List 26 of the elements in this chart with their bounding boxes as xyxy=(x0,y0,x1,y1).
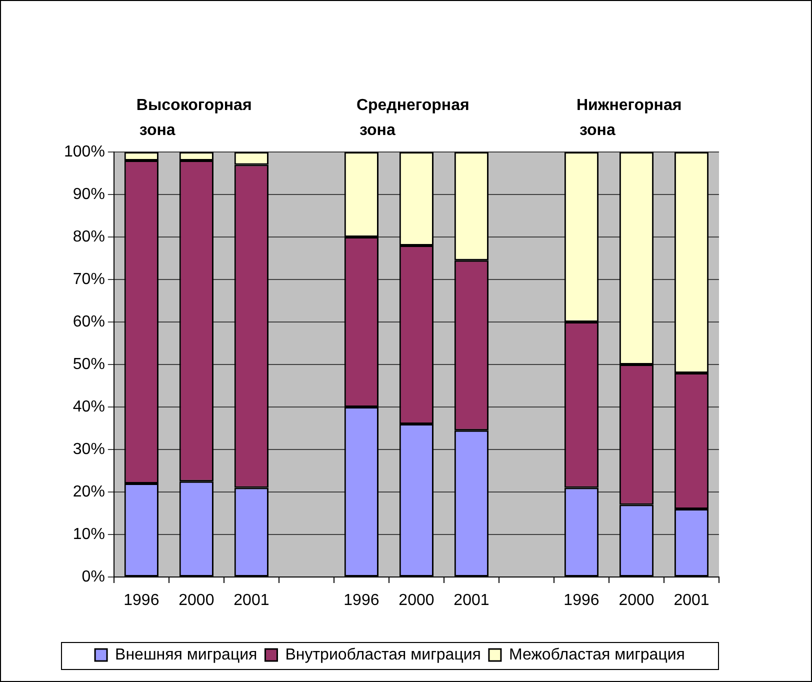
x-tick-label: 2001 xyxy=(454,592,490,610)
y-tick-label: 90% xyxy=(72,186,105,203)
text: Высокогорная зона xyxy=(136,97,252,139)
x-tick-label: 2000 xyxy=(398,592,434,610)
text: Нижнегорная зона xyxy=(576,97,682,139)
x-tick-label: 1996 xyxy=(344,592,380,610)
y-tick-label: 0% xyxy=(82,568,105,586)
x-tick-label: 1996 xyxy=(124,592,160,610)
y-tick-label: 80% xyxy=(72,228,105,246)
y-tick-label: 20% xyxy=(72,483,105,500)
x-tick-label: 2000 xyxy=(178,592,214,610)
x-tick-label: 2001 xyxy=(234,592,270,610)
y-tick-label: 60% xyxy=(72,313,105,330)
y-tick-label: 70% xyxy=(72,270,105,288)
y-tick-label: 10% xyxy=(72,526,105,543)
legend-label: Межобластая миграция xyxy=(508,646,685,664)
x-tick-label: 2001 xyxy=(674,592,710,610)
legend-label: Внешняя миграция xyxy=(115,646,258,664)
y-tick-label: 100% xyxy=(64,143,105,160)
x-tick-label: 2000 xyxy=(618,592,654,610)
y-tick-label: 50% xyxy=(72,356,105,373)
y-tick-label: 30% xyxy=(72,440,105,458)
text: Среднегорная зона xyxy=(356,97,470,139)
legend-label: Внутриобластая миграция xyxy=(285,646,481,664)
x-tick-label: 1996 xyxy=(564,592,600,610)
y-tick-label: 40% xyxy=(72,398,105,416)
